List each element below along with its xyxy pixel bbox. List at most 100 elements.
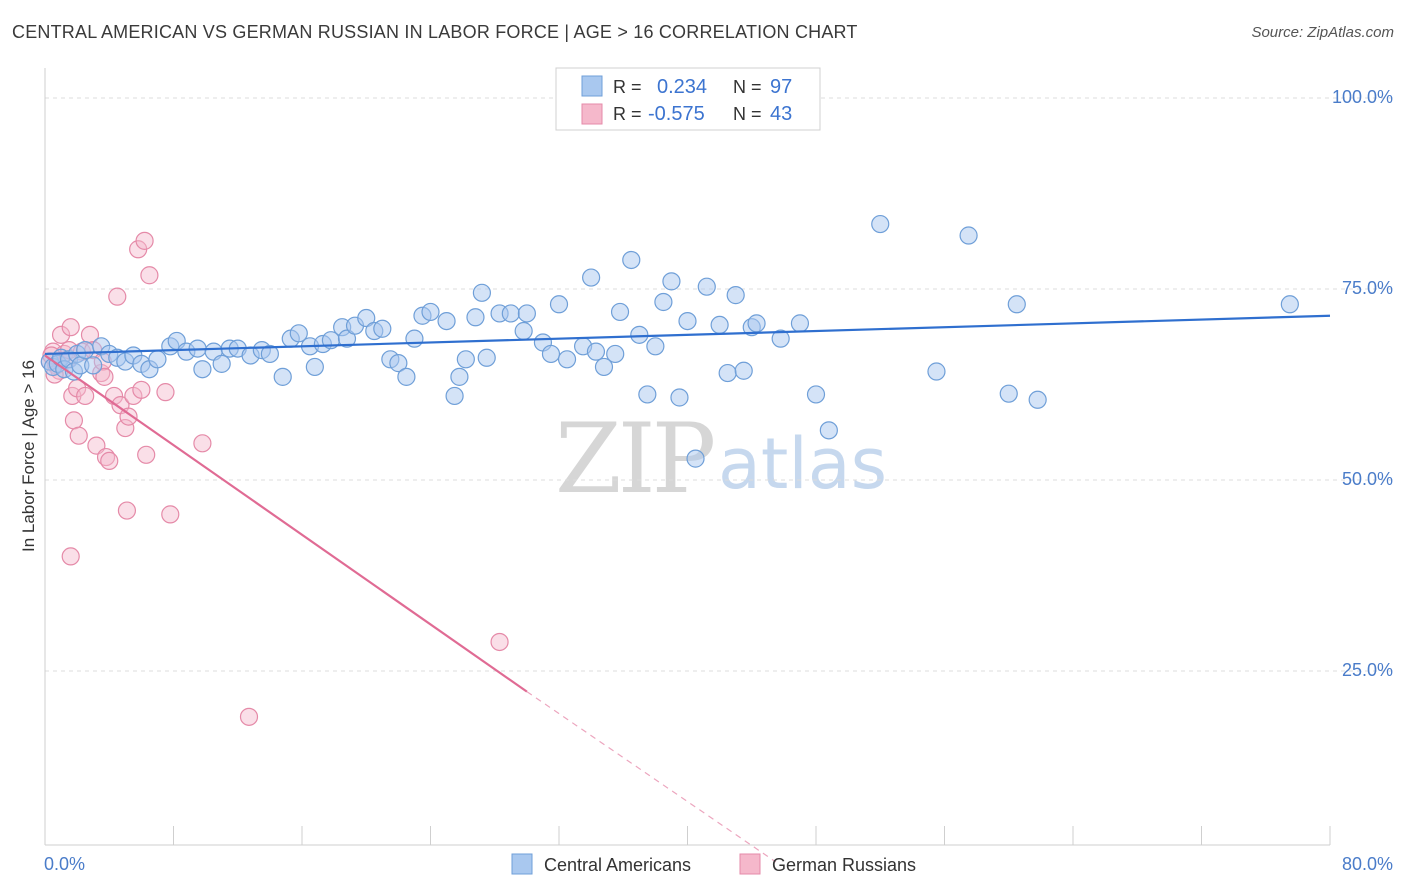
central-americans-point bbox=[718, 363, 737, 383]
series-legend: Central Americans German Russians bbox=[511, 853, 916, 875]
central-americans-point bbox=[734, 361, 753, 380]
central-americans-point bbox=[638, 385, 657, 404]
central-americans-trend-line bbox=[44, 314, 1331, 356]
central-americans-point bbox=[437, 311, 456, 331]
german-russians-point bbox=[76, 386, 95, 406]
central-americans-point bbox=[1007, 295, 1026, 314]
central-americans-point bbox=[806, 385, 826, 404]
central-americans-point bbox=[710, 315, 729, 335]
german-russians-point bbox=[61, 318, 80, 337]
legend-r-value: -0.575 bbox=[648, 103, 705, 125]
central-americans-point bbox=[678, 311, 697, 331]
y-tick-label: 75.0% bbox=[1342, 278, 1393, 298]
series-legend-swatch-pink bbox=[739, 853, 761, 875]
watermark-atlas: atlas bbox=[718, 423, 887, 505]
german-russians-point bbox=[161, 505, 180, 524]
central-americans-point bbox=[771, 329, 790, 348]
german-russians-point bbox=[100, 451, 119, 470]
german-russians-point bbox=[132, 380, 151, 399]
y-tick-label: 50.0% bbox=[1342, 469, 1393, 489]
central-americans-point bbox=[630, 325, 649, 344]
central-americans-point bbox=[646, 337, 665, 356]
central-americans-point bbox=[456, 350, 475, 369]
central-americans-point bbox=[260, 344, 279, 364]
y-axis-label: In Labor Force | Age > 16 bbox=[19, 360, 38, 552]
german-russians-point bbox=[108, 287, 127, 306]
x-tick-marks bbox=[44, 826, 1331, 845]
central-americans-point bbox=[337, 329, 357, 348]
y-tick-label: 100.0% bbox=[1332, 87, 1393, 107]
central-americans-point bbox=[421, 302, 440, 322]
german-russians-trend-line bbox=[44, 354, 528, 693]
german-russians-point bbox=[135, 231, 154, 250]
central-americans-point bbox=[84, 356, 103, 375]
german-russians-point bbox=[490, 632, 509, 652]
central-americans-point bbox=[477, 348, 496, 367]
stats-legend: R = 0.234 N = 97 R = -0.575 N = 43 bbox=[555, 67, 821, 131]
x-tick-label-min: 0.0% bbox=[44, 854, 85, 874]
series-legend-label: Central Americans bbox=[544, 855, 691, 875]
central-americans-point bbox=[999, 384, 1018, 403]
german-russians-point bbox=[95, 367, 114, 386]
chart-title: CENTRAL AMERICAN VS GERMAN RUSSIAN IN LA… bbox=[12, 22, 858, 42]
central-americans-point bbox=[405, 329, 424, 348]
german-russians-points bbox=[40, 231, 509, 726]
central-americans-point bbox=[373, 319, 392, 338]
central-americans-point bbox=[1028, 390, 1047, 409]
central-americans-point bbox=[697, 277, 716, 296]
central-americans-point bbox=[1280, 295, 1299, 314]
central-americans-point bbox=[557, 350, 577, 369]
central-americans-point bbox=[871, 214, 890, 234]
central-americans-point bbox=[582, 268, 601, 287]
central-americans-point bbox=[541, 344, 561, 364]
german-russians-trend-extension bbox=[526, 691, 777, 863]
central-americans-point bbox=[790, 314, 810, 333]
central-americans-point bbox=[212, 354, 231, 373]
legend-r-value: 0.234 bbox=[657, 76, 707, 98]
legend-r-label: R = bbox=[613, 104, 642, 124]
central-americans-point bbox=[959, 226, 978, 245]
legend-swatch-pink bbox=[581, 103, 603, 125]
legend-n-label: N = bbox=[733, 104, 762, 124]
central-americans-point bbox=[472, 283, 491, 302]
german-russians-point bbox=[156, 383, 175, 402]
central-americans-point bbox=[148, 350, 167, 369]
german-russians-point bbox=[51, 325, 71, 344]
central-americans-point bbox=[357, 308, 376, 328]
central-americans-point bbox=[622, 250, 641, 270]
german-russians-point bbox=[69, 426, 88, 445]
central-americans-point bbox=[670, 388, 689, 407]
central-americans-point bbox=[594, 357, 614, 377]
central-americans-point bbox=[76, 341, 95, 360]
central-americans-point bbox=[517, 304, 536, 323]
central-americans-point bbox=[927, 362, 946, 381]
central-americans-point bbox=[466, 308, 485, 327]
central-americans-point bbox=[501, 304, 520, 323]
legend-r-label: R = bbox=[613, 77, 642, 97]
central-americans-point bbox=[289, 324, 308, 343]
source-label: Source: ZipAtlas.com bbox=[1251, 24, 1394, 41]
x-tick-label-max: 80.0% bbox=[1342, 854, 1393, 874]
central-americans-point bbox=[686, 449, 705, 468]
german-russians-point bbox=[193, 434, 212, 453]
central-americans-points bbox=[40, 214, 1299, 468]
german-russians-point bbox=[61, 547, 80, 566]
central-americans-point bbox=[662, 272, 681, 291]
series-legend-swatch-blue bbox=[511, 853, 533, 875]
central-americans-point bbox=[514, 321, 533, 341]
central-americans-point bbox=[726, 286, 745, 305]
legend-n-label: N = bbox=[733, 77, 762, 97]
grid-lines bbox=[45, 97, 1392, 672]
central-americans-point bbox=[389, 354, 408, 373]
central-americans-point bbox=[654, 292, 673, 312]
central-americans-point bbox=[450, 367, 469, 386]
central-americans-point bbox=[586, 342, 606, 361]
german-russians-point bbox=[239, 707, 259, 726]
central-americans-point bbox=[819, 421, 838, 440]
y-tick-labels: 100.0% 75.0% 50.0% 25.0% bbox=[1332, 87, 1393, 680]
series-legend-label: German Russians bbox=[772, 855, 916, 875]
central-americans-point bbox=[397, 367, 416, 386]
german-russians-point bbox=[116, 418, 135, 438]
trend-lines bbox=[44, 314, 1331, 863]
